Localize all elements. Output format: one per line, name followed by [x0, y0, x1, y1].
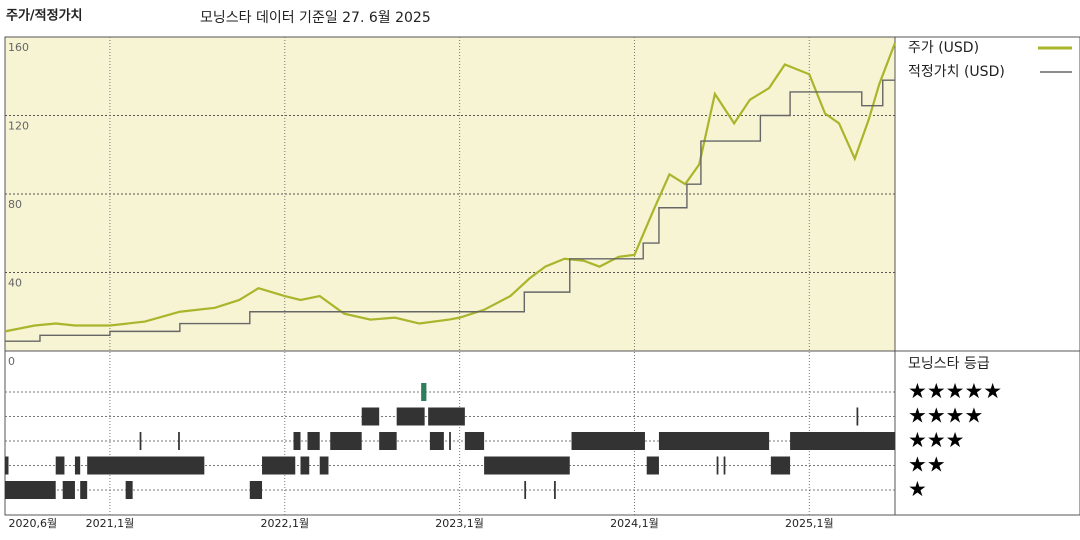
rating-period: [5, 481, 56, 499]
x-tick-label: 2022,1월: [260, 517, 309, 530]
rating-period: [396, 407, 425, 426]
rating-period: [646, 456, 659, 475]
rating-period: [330, 432, 362, 450]
rating-period: [716, 456, 719, 475]
rating-period: [790, 432, 895, 450]
line-series: [5, 79, 895, 342]
rating-period: [554, 481, 556, 499]
rating-label: ★★★★★: [908, 379, 1002, 403]
x-tick-label: 2025,1월: [785, 517, 834, 530]
rating-period: [429, 432, 444, 450]
rating-period: [249, 481, 263, 499]
y-tick-label: 40: [8, 277, 22, 290]
chart-subtitle: 모닝스타 데이터 기준일 27. 6월 2025: [200, 10, 431, 26]
rating-period: [770, 456, 791, 475]
rating-period: [524, 481, 527, 499]
rating-period: [62, 481, 75, 499]
rating-label: ★★★: [908, 428, 964, 452]
x-tick-label: 2020,6월: [8, 517, 57, 530]
rating-period: [139, 432, 142, 450]
rating-period: [723, 456, 726, 475]
y-tick-label: 80: [8, 198, 22, 211]
rating-period: [300, 456, 310, 475]
rating-period: [361, 407, 380, 426]
rating-period: [55, 456, 65, 475]
rating-period: [307, 432, 320, 450]
rating-period: [449, 432, 451, 450]
rating-period: [80, 481, 88, 499]
y-tick-label: 120: [8, 120, 29, 133]
legend-label: 적정가치 (USD): [908, 64, 1005, 80]
x-tick-label: 2023,1월: [435, 517, 484, 530]
rating-period: [74, 456, 81, 475]
rating-period: [464, 432, 485, 450]
rating-period: [125, 481, 133, 499]
rating-period: [87, 456, 205, 475]
line-series: [4, 42, 897, 333]
rating-label: ★★★★: [908, 404, 983, 428]
rating-period: [262, 456, 296, 475]
rating-period: [571, 432, 645, 450]
rating-period: [484, 456, 570, 475]
rating-period: [178, 432, 180, 450]
rating-title: 모닝스타 등급: [908, 356, 990, 372]
rating-period: [421, 383, 427, 401]
y-tick-label: 0: [8, 355, 15, 368]
rating-period: [379, 432, 397, 450]
legend-label: 주가 (USD): [908, 40, 979, 56]
rating-period: [428, 407, 465, 426]
rating-period: [293, 432, 301, 450]
rating-period: [658, 432, 770, 450]
chart-title: 주가/적정가치: [6, 8, 83, 24]
x-tick-label: 2024,1월: [610, 517, 659, 530]
y-tick-label: 160: [8, 41, 29, 54]
rating-period: [319, 456, 329, 475]
x-tick-label: 2021,1월: [86, 517, 135, 530]
rating-label: ★: [908, 477, 927, 501]
rating-label: ★★: [908, 453, 946, 477]
rating-period: [5, 456, 9, 475]
rating-period: [856, 407, 859, 426]
